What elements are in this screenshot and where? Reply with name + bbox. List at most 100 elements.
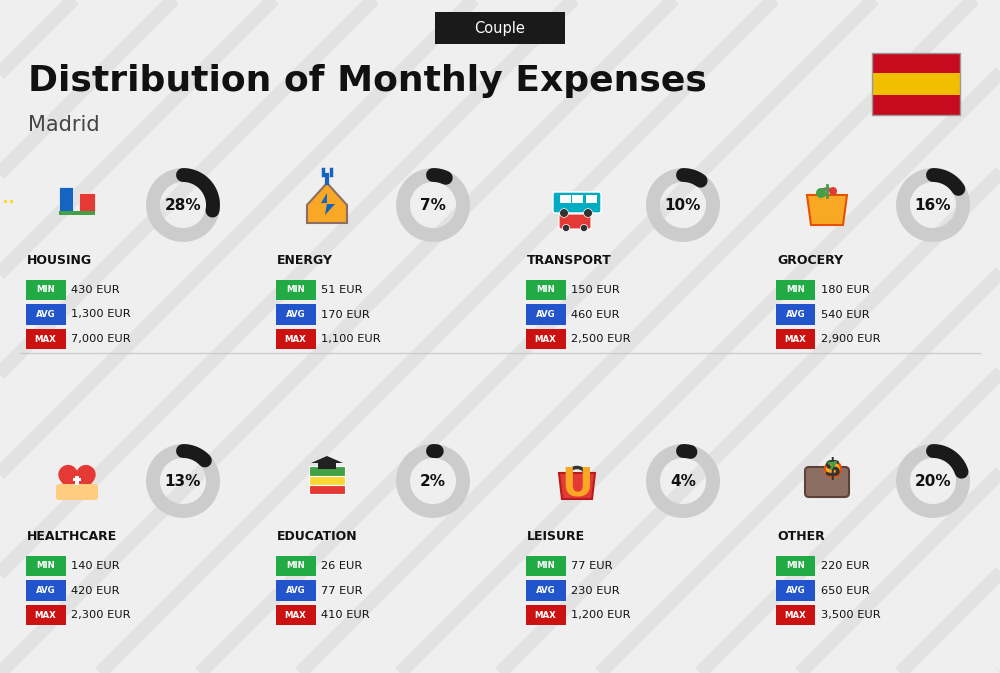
Text: AVG: AVG — [536, 586, 555, 595]
Text: AVG: AVG — [786, 586, 805, 595]
Text: Madrid: Madrid — [28, 115, 100, 135]
FancyBboxPatch shape — [572, 195, 583, 203]
Text: HOUSING: HOUSING — [27, 254, 92, 267]
Text: 20%: 20% — [915, 474, 951, 489]
FancyBboxPatch shape — [309, 466, 345, 476]
FancyBboxPatch shape — [776, 280, 815, 300]
Text: MIN: MIN — [536, 561, 555, 571]
FancyBboxPatch shape — [776, 605, 815, 625]
FancyBboxPatch shape — [776, 580, 815, 601]
FancyBboxPatch shape — [309, 475, 345, 485]
Text: MAX: MAX — [535, 334, 556, 343]
Polygon shape — [321, 193, 335, 215]
Text: 540 EUR: 540 EUR — [821, 310, 870, 320]
Text: 150 EUR: 150 EUR — [571, 285, 620, 295]
FancyBboxPatch shape — [776, 328, 815, 349]
Circle shape — [580, 224, 588, 232]
Text: 410 EUR: 410 EUR — [321, 610, 370, 620]
FancyBboxPatch shape — [318, 463, 336, 469]
Text: ENERGY: ENERGY — [277, 254, 333, 267]
Text: AVG: AVG — [536, 310, 555, 319]
FancyBboxPatch shape — [276, 556, 316, 576]
FancyBboxPatch shape — [26, 580, 66, 601]
Text: MIN: MIN — [36, 561, 55, 571]
FancyBboxPatch shape — [276, 580, 316, 601]
Text: LEISURE: LEISURE — [527, 530, 585, 542]
Text: MIN: MIN — [286, 561, 305, 571]
Circle shape — [825, 461, 841, 477]
FancyBboxPatch shape — [559, 214, 591, 229]
Polygon shape — [307, 183, 347, 223]
Text: 180 EUR: 180 EUR — [821, 285, 870, 295]
Text: MAX: MAX — [785, 610, 806, 620]
Text: MAX: MAX — [285, 610, 306, 620]
FancyBboxPatch shape — [26, 328, 66, 349]
FancyBboxPatch shape — [805, 467, 849, 497]
Text: Distribution of Monthly Expenses: Distribution of Monthly Expenses — [28, 64, 707, 98]
Text: 10%: 10% — [665, 197, 701, 213]
Circle shape — [829, 187, 837, 195]
Text: 16%: 16% — [915, 197, 951, 213]
Text: 26 EUR: 26 EUR — [321, 561, 362, 571]
Text: 3,500 EUR: 3,500 EUR — [821, 610, 881, 620]
Text: 28%: 28% — [165, 197, 201, 213]
Circle shape — [584, 209, 592, 217]
Text: 1,100 EUR: 1,100 EUR — [321, 334, 381, 344]
Text: 170 EUR: 170 EUR — [321, 310, 370, 320]
FancyBboxPatch shape — [79, 193, 95, 211]
FancyBboxPatch shape — [435, 12, 565, 44]
FancyBboxPatch shape — [276, 280, 316, 300]
Text: 2,900 EUR: 2,900 EUR — [821, 334, 880, 344]
FancyBboxPatch shape — [776, 556, 815, 576]
FancyBboxPatch shape — [526, 605, 566, 625]
Text: EDUCATION: EDUCATION — [277, 530, 358, 542]
Text: 77 EUR: 77 EUR — [571, 561, 612, 571]
Text: MAX: MAX — [285, 334, 306, 343]
Text: MIN: MIN — [36, 285, 55, 295]
Text: AVG: AVG — [286, 310, 305, 319]
FancyBboxPatch shape — [872, 53, 960, 73]
FancyBboxPatch shape — [776, 304, 815, 325]
Text: AVG: AVG — [286, 586, 305, 595]
Polygon shape — [311, 456, 343, 463]
FancyBboxPatch shape — [553, 192, 601, 213]
FancyBboxPatch shape — [586, 195, 597, 203]
Text: Couple: Couple — [475, 20, 525, 36]
Text: MAX: MAX — [35, 334, 56, 343]
Circle shape — [560, 209, 568, 217]
Text: 2%: 2% — [420, 474, 446, 489]
Text: 7,000 EUR: 7,000 EUR — [71, 334, 131, 344]
Text: MIN: MIN — [786, 285, 805, 295]
Polygon shape — [59, 466, 95, 498]
FancyBboxPatch shape — [26, 304, 66, 325]
FancyBboxPatch shape — [560, 195, 571, 203]
Text: AVG: AVG — [36, 310, 55, 319]
Text: GROCERY: GROCERY — [777, 254, 843, 267]
Text: $: $ — [824, 457, 842, 481]
FancyBboxPatch shape — [276, 304, 316, 325]
FancyBboxPatch shape — [59, 187, 73, 211]
FancyBboxPatch shape — [276, 605, 316, 625]
Text: OTHER: OTHER — [777, 530, 825, 542]
Text: AVG: AVG — [786, 310, 805, 319]
Text: 1,200 EUR: 1,200 EUR — [571, 610, 631, 620]
FancyBboxPatch shape — [526, 580, 566, 601]
FancyBboxPatch shape — [26, 280, 66, 300]
Text: 77 EUR: 77 EUR — [321, 586, 362, 596]
Text: MAX: MAX — [35, 610, 56, 620]
Text: MIN: MIN — [786, 561, 805, 571]
Text: 220 EUR: 220 EUR — [821, 561, 869, 571]
FancyBboxPatch shape — [4, 200, 7, 203]
FancyBboxPatch shape — [26, 556, 66, 576]
FancyBboxPatch shape — [276, 328, 316, 349]
FancyBboxPatch shape — [73, 479, 81, 481]
FancyBboxPatch shape — [309, 485, 345, 494]
Text: 7%: 7% — [420, 197, 446, 213]
Text: 650 EUR: 650 EUR — [821, 586, 870, 596]
Text: MIN: MIN — [536, 285, 555, 295]
Text: AVG: AVG — [36, 586, 55, 595]
Text: U: U — [561, 465, 593, 503]
Text: 430 EUR: 430 EUR — [71, 285, 120, 295]
FancyBboxPatch shape — [26, 605, 66, 625]
FancyBboxPatch shape — [872, 94, 960, 115]
